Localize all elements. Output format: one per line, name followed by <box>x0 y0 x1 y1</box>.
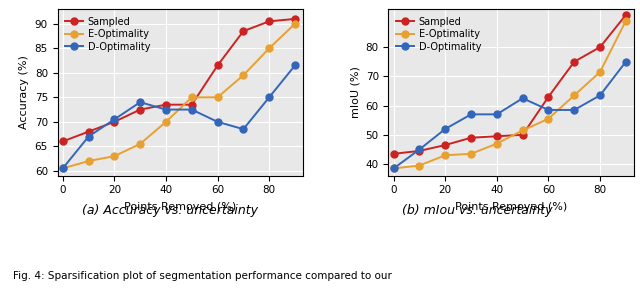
Sampled <box>59 140 67 143</box>
Text: Fig. 4: Sparsification plot of segmentation performance compared to our: Fig. 4: Sparsification plot of segmentat… <box>13 271 392 281</box>
E-Optimality <box>493 142 500 145</box>
Text: (b) mIou vs. uncertainty: (b) mIou vs. uncertainty <box>401 204 552 217</box>
E-Optimality <box>596 70 604 74</box>
Text: (a) Accuracy vs. uncertainty: (a) Accuracy vs. uncertainty <box>82 204 258 217</box>
Sampled <box>162 103 170 106</box>
Sampled <box>596 45 604 49</box>
D-Optimality <box>415 148 423 151</box>
D-Optimality <box>545 108 552 112</box>
Sampled <box>519 133 527 137</box>
Line: E-Optimality: E-Optimality <box>60 20 298 172</box>
D-Optimality <box>111 118 118 121</box>
Line: E-Optimality: E-Optimality <box>390 17 629 172</box>
Sampled <box>467 136 475 140</box>
Sampled <box>442 143 449 147</box>
Y-axis label: mIoU (%): mIoU (%) <box>350 66 360 118</box>
Sampled <box>415 149 423 153</box>
E-Optimality <box>390 167 397 170</box>
Sampled <box>545 95 552 98</box>
E-Optimality <box>188 95 196 99</box>
Sampled <box>266 19 273 23</box>
Line: D-Optimality: D-Optimality <box>390 58 629 172</box>
E-Optimality <box>266 46 273 50</box>
D-Optimality <box>136 100 144 104</box>
D-Optimality <box>442 127 449 131</box>
E-Optimality <box>291 22 299 26</box>
E-Optimality <box>59 167 67 170</box>
D-Optimality <box>266 95 273 99</box>
Legend: Sampled, E-Optimality, D-Optimality: Sampled, E-Optimality, D-Optimality <box>63 14 153 55</box>
D-Optimality <box>519 96 527 100</box>
D-Optimality <box>570 108 578 112</box>
D-Optimality <box>162 108 170 112</box>
E-Optimality <box>570 94 578 97</box>
Sampled <box>291 17 299 21</box>
E-Optimality <box>84 159 92 163</box>
X-axis label: Points Removed (%): Points Removed (%) <box>455 201 567 211</box>
Sampled <box>84 130 92 133</box>
E-Optimality <box>519 128 527 132</box>
E-Optimality <box>136 142 144 146</box>
Sampled <box>570 60 578 64</box>
Y-axis label: Accuracy (%): Accuracy (%) <box>19 55 29 129</box>
Sampled <box>111 120 118 124</box>
E-Optimality <box>214 95 221 99</box>
Sampled <box>214 64 221 67</box>
D-Optimality <box>467 112 475 116</box>
D-Optimality <box>493 112 500 116</box>
Sampled <box>493 135 500 138</box>
Sampled <box>136 108 144 112</box>
D-Optimality <box>84 135 92 138</box>
D-Optimality <box>291 64 299 67</box>
D-Optimality <box>214 120 221 124</box>
E-Optimality <box>162 120 170 124</box>
D-Optimality <box>390 167 397 170</box>
Sampled <box>390 152 397 156</box>
Sampled <box>239 29 247 33</box>
D-Optimality <box>239 127 247 131</box>
D-Optimality <box>59 167 67 170</box>
Line: Sampled: Sampled <box>60 15 298 145</box>
E-Optimality <box>622 19 630 23</box>
E-Optimality <box>545 117 552 121</box>
E-Optimality <box>415 164 423 167</box>
Line: Sampled: Sampled <box>390 12 629 157</box>
X-axis label: Points Removed (%): Points Removed (%) <box>124 201 236 211</box>
D-Optimality <box>188 108 196 112</box>
Sampled <box>188 103 196 106</box>
Legend: Sampled, E-Optimality, D-Optimality: Sampled, E-Optimality, D-Optimality <box>394 14 484 55</box>
E-Optimality <box>442 153 449 157</box>
E-Optimality <box>467 152 475 156</box>
D-Optimality <box>622 60 630 64</box>
D-Optimality <box>596 94 604 97</box>
E-Optimality <box>111 154 118 158</box>
Sampled <box>622 13 630 17</box>
Line: D-Optimality: D-Optimality <box>60 62 298 172</box>
E-Optimality <box>239 73 247 77</box>
